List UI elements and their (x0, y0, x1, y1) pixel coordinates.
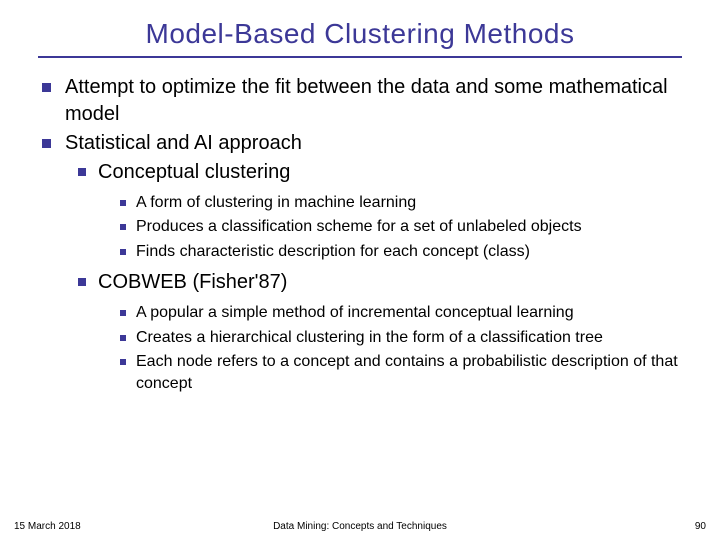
bullet-item: Produces a classification scheme for a s… (120, 216, 690, 238)
square-bullet-icon (120, 310, 126, 316)
bullet-text: Conceptual clustering (98, 159, 290, 186)
square-bullet-icon (42, 139, 51, 148)
square-bullet-icon (42, 83, 51, 92)
footer-title: Data Mining: Concepts and Techniques (273, 521, 447, 532)
square-bullet-icon (120, 249, 126, 255)
footer-page-number: 90 (695, 521, 706, 532)
slide-content: Attempt to optimize the fit between the … (30, 74, 690, 396)
title-divider (38, 56, 682, 58)
bullet-item: Conceptual clustering (78, 159, 690, 186)
square-bullet-icon (120, 224, 126, 230)
slide: Model-Based Clustering Methods Attempt t… (0, 0, 720, 540)
bullet-text: Produces a classification scheme for a s… (136, 216, 582, 238)
footer-date: 15 March 2018 (14, 521, 81, 532)
bullet-item: Statistical and AI approach (42, 130, 690, 157)
bullet-item: COBWEB (Fisher'87) (78, 269, 690, 296)
bullet-text: Finds characteristic description for eac… (136, 241, 530, 263)
bullet-item: A form of clustering in machine learning (120, 192, 690, 214)
bullet-item: Creates a hierarchical clustering in the… (120, 327, 690, 349)
bullet-text: Attempt to optimize the fit between the … (65, 74, 690, 128)
bullet-text: A popular a simple method of incremental… (136, 302, 574, 324)
square-bullet-icon (120, 200, 126, 206)
bullet-text: COBWEB (Fisher'87) (98, 269, 287, 296)
bullet-item: Attempt to optimize the fit between the … (42, 74, 690, 128)
bullet-item: Each node refers to a concept and contai… (120, 351, 690, 396)
square-bullet-icon (120, 359, 126, 365)
bullet-text: A form of clustering in machine learning (136, 192, 416, 214)
square-bullet-icon (78, 278, 86, 286)
slide-title: Model-Based Clustering Methods (30, 18, 690, 50)
slide-footer: 15 March 2018 Data Mining: Concepts and … (0, 521, 720, 532)
bullet-item: A popular a simple method of incremental… (120, 302, 690, 324)
square-bullet-icon (78, 168, 86, 176)
bullet-item: Finds characteristic description for eac… (120, 241, 690, 263)
bullet-text: Statistical and AI approach (65, 130, 302, 157)
bullet-text: Creates a hierarchical clustering in the… (136, 327, 603, 349)
bullet-text: Each node refers to a concept and contai… (136, 351, 690, 396)
square-bullet-icon (120, 335, 126, 341)
